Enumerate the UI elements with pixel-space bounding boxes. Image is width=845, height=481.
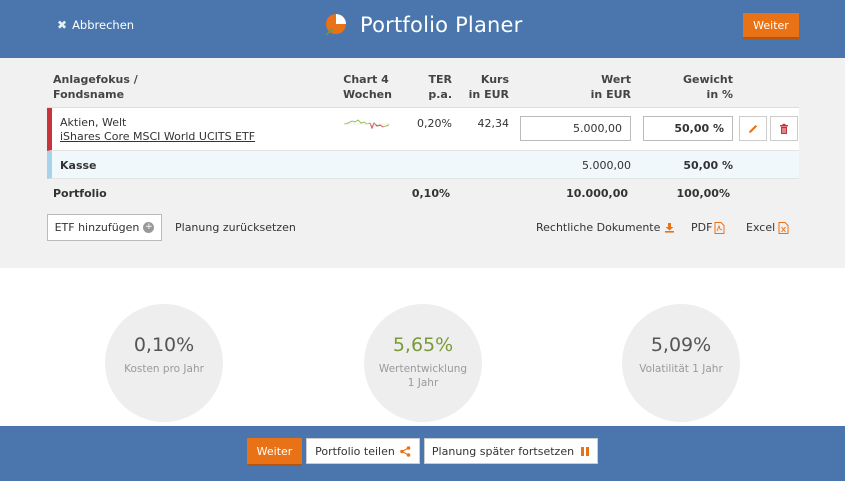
sparkline-chart bbox=[344, 119, 390, 130]
col-price-header: Kurs in EUR bbox=[468, 73, 509, 101]
bottom-bar: Weiter Portfolio teilen Planung später f… bbox=[0, 426, 845, 481]
continue-later-label: Planung später fortsetzen bbox=[431, 444, 575, 458]
edit-button[interactable] bbox=[739, 116, 767, 141]
brand: Portfolio Planer bbox=[322, 12, 523, 38]
col-chart-header: Chart 4 Wochen bbox=[343, 73, 392, 101]
share-icon bbox=[400, 445, 411, 457]
pause-icon bbox=[581, 446, 590, 456]
table-actions: ETF hinzufügen + Planung zurücksetzen Re… bbox=[47, 214, 799, 244]
cost-stat: 0,10% Kosten pro Jahr bbox=[105, 304, 223, 422]
fund-focus: Aktien, Welt bbox=[60, 116, 127, 129]
col-fund-header: Anlagefokus / Fondsname bbox=[53, 73, 138, 101]
performance-label: Wertentwicklung 1 Jahr bbox=[378, 363, 468, 389]
fund-name-link[interactable]: iShares Core MSCI World UCITS ETF bbox=[60, 130, 256, 143]
page-title: Portfolio Planer bbox=[360, 13, 523, 37]
total-value: 10.000,00 bbox=[566, 187, 628, 200]
continue-later-button[interactable]: Planung später fortsetzen bbox=[424, 438, 598, 464]
share-label: Portfolio teilen bbox=[315, 444, 395, 458]
add-etf-button[interactable]: ETF hinzufügen + bbox=[47, 214, 162, 241]
cost-value: 0,10% bbox=[133, 334, 195, 356]
pdf-link[interactable]: PDF bbox=[691, 221, 725, 234]
reset-planning-link[interactable]: Planung zurücksetzen bbox=[175, 221, 296, 234]
cash-value: 5.000,00 bbox=[582, 159, 631, 172]
cancel-button[interactable]: ✖ Abbrechen bbox=[57, 18, 134, 32]
excel-file-icon bbox=[778, 221, 789, 234]
weight-input[interactable] bbox=[643, 116, 733, 141]
pdf-label: PDF bbox=[691, 221, 713, 234]
next-button-top[interactable]: Weiter bbox=[743, 13, 799, 37]
cancel-label: Abbrechen bbox=[72, 18, 135, 32]
total-ter: 0,10% bbox=[411, 187, 450, 200]
portfolio-table: Anlagefokus / Fondsname Chart 4 Wochen T… bbox=[47, 70, 799, 207]
download-icon bbox=[665, 223, 675, 233]
fund-cell: Aktien, Welt iShares Core MSCI World UCI… bbox=[60, 116, 255, 144]
legal-documents-label: Rechtliche Dokumente bbox=[536, 221, 661, 234]
ter-value: 0,20% bbox=[417, 117, 452, 130]
total-label: Portfolio bbox=[53, 187, 107, 200]
performance-value: 5,65% bbox=[392, 334, 454, 356]
plus-circle-icon: + bbox=[143, 222, 155, 233]
table-row: Aktien, Welt iShares Core MSCI World UCI… bbox=[47, 108, 799, 151]
col-weight-header: Gewicht in % bbox=[682, 73, 733, 101]
pie-chart-logo-icon bbox=[325, 14, 346, 36]
portfolio-panel: Anlagefokus / Fondsname Chart 4 Wochen T… bbox=[0, 58, 845, 268]
volatility-stat: 5,09% Volatilität 1 Jahr bbox=[622, 304, 740, 422]
volatility-label: Volatilität 1 Jahr bbox=[639, 363, 723, 375]
performance-stat: 5,65% Wertentwicklung 1 Jahr bbox=[364, 304, 482, 422]
close-icon: ✖ bbox=[57, 18, 68, 32]
excel-link[interactable]: Excel bbox=[746, 221, 789, 234]
share-portfolio-button[interactable]: Portfolio teilen bbox=[306, 438, 420, 464]
add-etf-label: ETF hinzufügen bbox=[54, 221, 140, 234]
value-input[interactable] bbox=[520, 116, 631, 141]
total-row: Portfolio 0,10% 10.000,00 100,00% bbox=[47, 179, 799, 207]
pdf-file-icon bbox=[714, 221, 725, 234]
legal-documents-link[interactable]: Rechtliche Dokumente bbox=[536, 221, 675, 234]
price-value: 42,34 bbox=[477, 117, 510, 130]
cash-weight: 50,00 % bbox=[683, 159, 733, 172]
cost-label: Kosten pro Jahr bbox=[124, 363, 204, 375]
stats-section: 0,10% Kosten pro Jahr 5,65% Wertentwickl… bbox=[0, 268, 845, 426]
volatility-value: 5,09% bbox=[650, 334, 712, 356]
cash-row: Kasse 5.000,00 50,00 % bbox=[47, 151, 799, 179]
next-button-bottom[interactable]: Weiter bbox=[247, 438, 302, 464]
table-header: Anlagefokus / Fondsname Chart 4 Wochen T… bbox=[47, 70, 799, 108]
top-bar: ✖ Abbrechen Portfolio Planer Weiter bbox=[0, 0, 845, 58]
col-value-header: Wert in EUR bbox=[590, 73, 631, 101]
col-ter-header: TER p.a. bbox=[428, 73, 452, 101]
trash-icon bbox=[780, 123, 788, 134]
total-weight: 100,00% bbox=[676, 187, 730, 200]
pencil-icon bbox=[749, 124, 757, 133]
delete-button[interactable] bbox=[770, 116, 798, 141]
excel-label: Excel bbox=[746, 221, 776, 234]
cash-label: Kasse bbox=[60, 159, 97, 172]
